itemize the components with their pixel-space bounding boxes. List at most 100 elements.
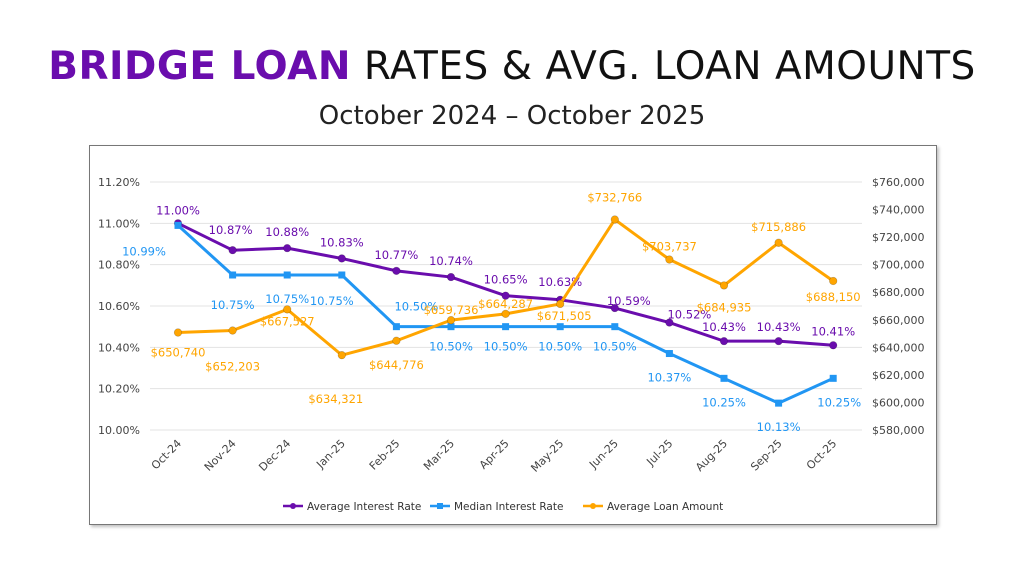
data-label: 10.37% [647,371,691,385]
data-label: $644,776 [369,358,424,372]
data-point [719,281,729,290]
y-right-tick-label: $620,000 [872,369,925,382]
y-left-tick-label: 11.00% [98,217,140,230]
data-label: 10.41% [811,324,855,338]
data-label: 10.50% [593,340,637,354]
data-point [392,336,401,345]
x-tick-label: Jul-25 [644,437,676,469]
data-label: 10.75% [265,292,309,306]
data-label: 10.99% [122,244,166,258]
data-point [611,323,619,331]
data-label: 10.74% [429,254,473,268]
x-tick-label: Mar-25 [421,437,457,473]
data-point [775,399,783,407]
data-point [447,323,455,331]
data-label: $715,886 [751,220,806,234]
data-point [392,323,400,331]
data-label: 10.87% [209,223,253,237]
data-point [337,254,346,263]
data-point [556,299,565,309]
y-right-tick-label: $680,000 [872,286,925,299]
y-right-tick-label: $640,000 [872,341,925,354]
x-tick-label: Dec-24 [256,437,293,474]
data-label: 11.00% [156,203,200,217]
data-point [829,374,837,382]
y-left-tick-label: 10.40% [98,341,140,354]
title-rest: RATES & AVG. LOAN AMOUNTS [350,44,976,89]
legend-entry: Median Interest Rate [454,501,563,513]
data-label: 10.83% [320,235,364,249]
data-point [338,271,346,279]
x-tick-label: Oct-24 [149,437,184,472]
data-label: 10.50% [394,300,438,314]
data-point [720,374,728,382]
data-point [829,276,838,286]
data-label: $659,736 [424,303,479,317]
x-tick-label: Jun-25 [586,437,621,472]
x-tick-label: Nov-24 [202,437,239,474]
y-right-tick-label: $600,000 [872,396,925,409]
data-label: 10.50% [538,340,582,354]
data-point [665,350,673,358]
data-point [283,244,292,253]
data-label: $634,321 [308,392,363,406]
data-point [174,221,182,229]
data-point [556,323,564,331]
data-label: $650,740 [151,346,206,360]
x-tick-label: Feb-25 [367,437,403,473]
y-right-tick-label: $760,000 [872,176,925,189]
x-tick-label: Oct-25 [804,437,839,472]
y-left-tick-label: 10.80% [98,259,140,272]
data-point [446,316,456,325]
data-point [610,215,619,224]
x-tick-label: Aug-25 [693,437,730,474]
data-label: 10.25% [817,395,861,409]
data-label: 10.43% [702,320,746,334]
data-label: 10.25% [702,395,746,409]
page-subtitle: October 2024 – October 2025 [318,101,706,131]
data-point [501,309,510,318]
data-point [774,337,783,346]
data-label: 10.88% [265,225,309,239]
legend-entry: Average Loan Amount [607,501,723,513]
page-title: BRIDGE LOAN RATES & AVG. LOAN AMOUNTS [0,44,1024,89]
data-point [829,341,838,350]
y-right-tick-label: $740,000 [872,204,925,217]
legend-marker [590,503,596,509]
data-point [283,305,292,314]
data-point [501,291,510,300]
data-label: $667,527 [260,314,315,328]
y-right-tick-label: $580,000 [872,424,925,437]
data-label: 10.65% [484,273,528,287]
chart-frame [89,145,937,525]
data-point [665,255,674,264]
data-point [228,326,237,335]
y-right-tick-label: $700,000 [872,259,925,272]
data-label: 10.50% [429,340,473,354]
data-label: $703,737 [642,240,697,254]
data-point [610,303,619,313]
y-right-tick-label: $720,000 [872,231,925,244]
data-label: 10.75% [310,294,354,308]
y-left-tick-label: 11.20% [98,176,140,189]
data-point [337,351,346,360]
series-line [177,218,835,357]
data-label: 10.75% [211,298,255,312]
data-point [228,246,237,255]
y-right-tick-label: $660,000 [872,314,925,327]
data-point [446,272,456,282]
x-tick-label: Jan-25 [313,437,348,472]
legend-marker [437,503,443,509]
x-tick-label: Sep-25 [748,437,785,474]
data-label: 10.59% [607,294,651,308]
data-point [774,238,783,247]
legend-marker [290,503,296,509]
data-label: $732,766 [587,191,642,205]
x-tick-label: Apr-25 [477,437,512,472]
y-left-tick-label: 10.20% [98,383,140,396]
y-left-tick-label: 10.00% [98,424,140,437]
y-left-tick-label: 10.60% [98,300,140,313]
data-label: $664,287 [478,297,533,311]
data-label: 10.13% [757,420,801,434]
